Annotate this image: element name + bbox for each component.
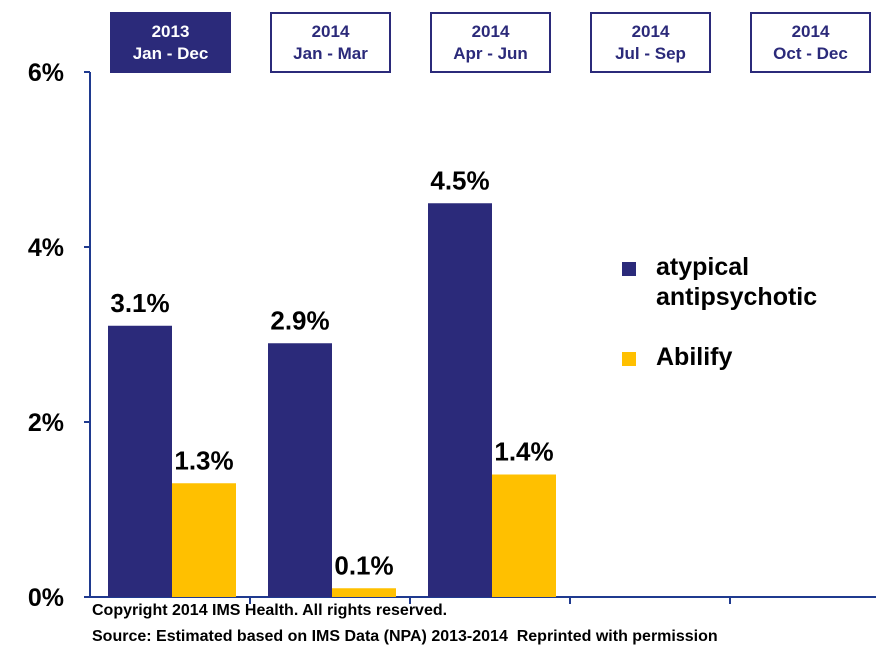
category-label: 2014 Jan - Mar xyxy=(270,12,391,73)
legend-swatch xyxy=(622,262,636,276)
legend-label: Abilify xyxy=(656,343,733,371)
bar xyxy=(108,325,172,597)
bar xyxy=(172,483,236,597)
legend-label: atypical antipsychotic xyxy=(656,253,818,311)
category-label: 2013 Jan - Dec xyxy=(110,12,231,73)
value-label: 4.5% xyxy=(430,165,489,195)
bar xyxy=(332,588,396,597)
category-label: 2014 Apr - Jun xyxy=(430,12,551,73)
legend-swatch xyxy=(622,352,636,366)
bar xyxy=(428,203,492,597)
bar xyxy=(492,474,556,597)
value-label: 1.4% xyxy=(494,437,553,467)
footnote: Source: Estimated based on IMS Data (NPA… xyxy=(92,628,718,645)
bar xyxy=(268,343,332,597)
category-label: 2014 Jul - Sep xyxy=(590,12,711,73)
value-label: 2.9% xyxy=(270,305,329,335)
y-tick-label: 0% xyxy=(28,584,64,612)
footnote: Copyright 2014 IMS Health. All rights re… xyxy=(92,602,448,619)
y-tick-label: 4% xyxy=(28,234,64,262)
value-label: 3.1% xyxy=(110,288,169,318)
y-tick-label: 2% xyxy=(28,409,64,437)
value-label: 0.1% xyxy=(334,550,393,580)
y-tick-label: 6% xyxy=(28,59,64,87)
category-label: 2014 Oct - Dec xyxy=(750,12,871,73)
value-label: 1.3% xyxy=(174,445,233,475)
